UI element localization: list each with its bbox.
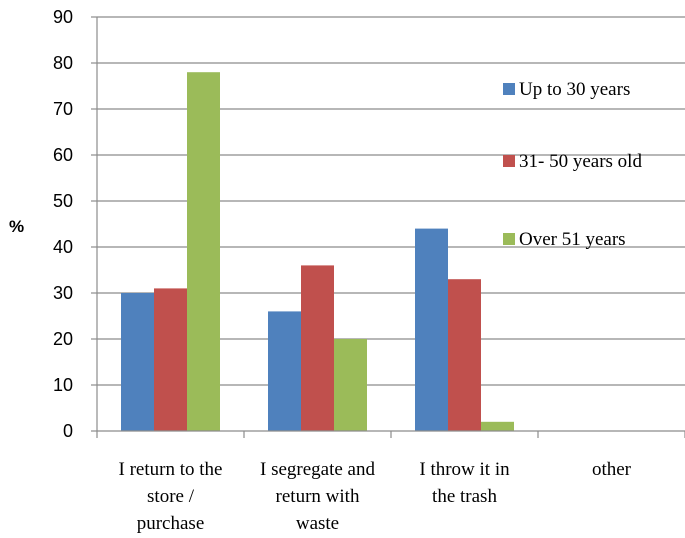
bar xyxy=(154,288,187,431)
y-tick-label: 0 xyxy=(63,421,73,441)
x-category-labels: I return to the store / purchase I segregat… xyxy=(119,459,632,534)
x-category-label: store / xyxy=(147,486,195,507)
y-tick-label: 80 xyxy=(53,53,73,73)
bar xyxy=(187,72,220,431)
bar xyxy=(301,265,334,431)
legend-label: Up to 30 years xyxy=(519,79,630,100)
x-category-label: return with xyxy=(276,486,360,507)
bar xyxy=(415,228,448,431)
bars xyxy=(121,72,514,431)
bar xyxy=(121,293,154,431)
x-category-label: I return to the xyxy=(119,459,223,480)
legend-swatch xyxy=(503,155,515,167)
bar xyxy=(481,421,514,431)
y-tick-label: 10 xyxy=(53,375,73,395)
y-tick-label: 30 xyxy=(53,283,73,303)
y-tick-label: 40 xyxy=(53,237,73,257)
legend-swatch xyxy=(503,83,515,95)
axes xyxy=(91,16,685,438)
bar xyxy=(334,339,367,431)
x-category-label: waste xyxy=(296,513,339,534)
legend-label: Over 51 years xyxy=(519,229,626,250)
x-category-label: other xyxy=(592,459,632,480)
y-tick-label: 60 xyxy=(53,145,73,165)
y-axis-label: % xyxy=(9,217,24,236)
y-tick-labels: 0 10 20 30 40 50 60 70 80 90 xyxy=(53,7,73,441)
legend-swatch xyxy=(503,233,515,245)
x-category-label: the trash xyxy=(432,486,497,507)
y-tick-label: 70 xyxy=(53,99,73,119)
legend: Up to 30 years 31- 50 years old Over 51 ye… xyxy=(503,79,642,250)
y-tick-label: 90 xyxy=(53,7,73,27)
x-category-label: I segregate and xyxy=(260,459,375,480)
x-category-label: purchase xyxy=(137,513,205,534)
legend-label: 31- 50 years old xyxy=(519,151,642,172)
y-tick-label: 20 xyxy=(53,329,73,349)
y-tick-label: 50 xyxy=(53,191,73,211)
bar xyxy=(448,279,481,431)
x-category-label: I throw it in xyxy=(419,459,510,480)
bar xyxy=(268,311,301,431)
